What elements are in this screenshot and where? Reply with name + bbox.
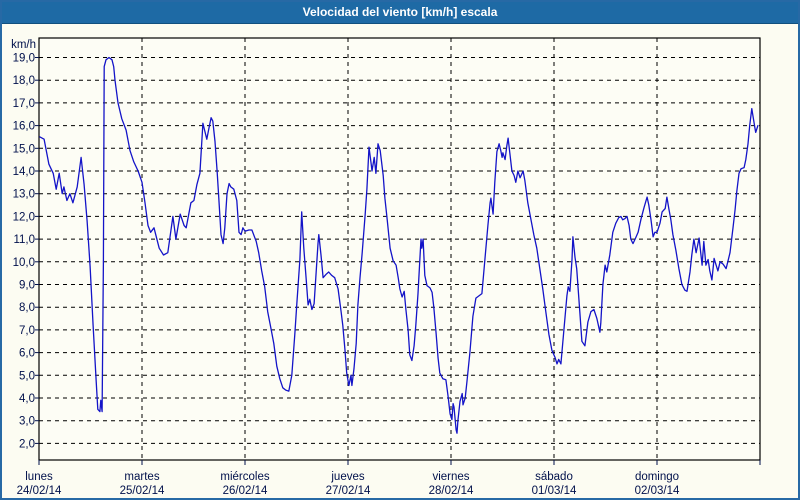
x-day-label: miércoles [220,471,269,483]
x-day-label: jueves [330,471,364,483]
y-tick-label: 2,0 [19,438,35,450]
x-date-label: 01/03/14 [532,485,577,497]
y-tick-label: 13,0 [13,189,35,201]
x-date-label: 25/02/14 [120,485,165,497]
y-tick-label: 18,0 [13,75,35,87]
y-axis-unit-label: km/h [11,39,36,51]
x-date-label: 26/02/14 [223,485,268,497]
wind-speed-line [39,56,759,434]
title-bar: Velocidad del viento [km/h] escala [2,2,798,24]
y-tick-label: 16,0 [13,121,35,133]
x-day-label: lunes [25,471,53,483]
y-tick-label: 4,0 [19,393,35,405]
y-tick-label: 17,0 [13,98,35,110]
x-date-label: 24/02/14 [17,485,62,497]
x-day-label: viernes [432,471,469,483]
y-tick-label: 14,0 [13,166,35,178]
page-title: Velocidad del viento [km/h] escala [302,5,498,19]
x-date-label: 02/03/14 [635,485,680,497]
y-tick-label: 12,0 [13,211,35,223]
y-tick-label: 9,0 [19,280,35,292]
y-tick-label: 6,0 [19,348,35,360]
y-tick-label: 3,0 [19,416,35,428]
x-date-label: 27/02/14 [326,485,371,497]
y-tick-label: 7,0 [19,325,35,337]
x-day-label: martes [124,471,159,483]
y-tick-label: 10,0 [13,257,35,269]
plot-area [38,37,761,461]
y-tick-label: 19,0 [13,53,35,65]
y-tick-label: 5,0 [19,370,35,382]
y-tick-label: 15,0 [13,143,35,155]
x-day-label: sábado [535,471,573,483]
y-tick-label: 11,0 [13,234,35,246]
x-date-label: 28/02/14 [429,485,474,497]
x-day-label: domingo [635,471,679,483]
y-tick-label: 8,0 [19,302,35,314]
